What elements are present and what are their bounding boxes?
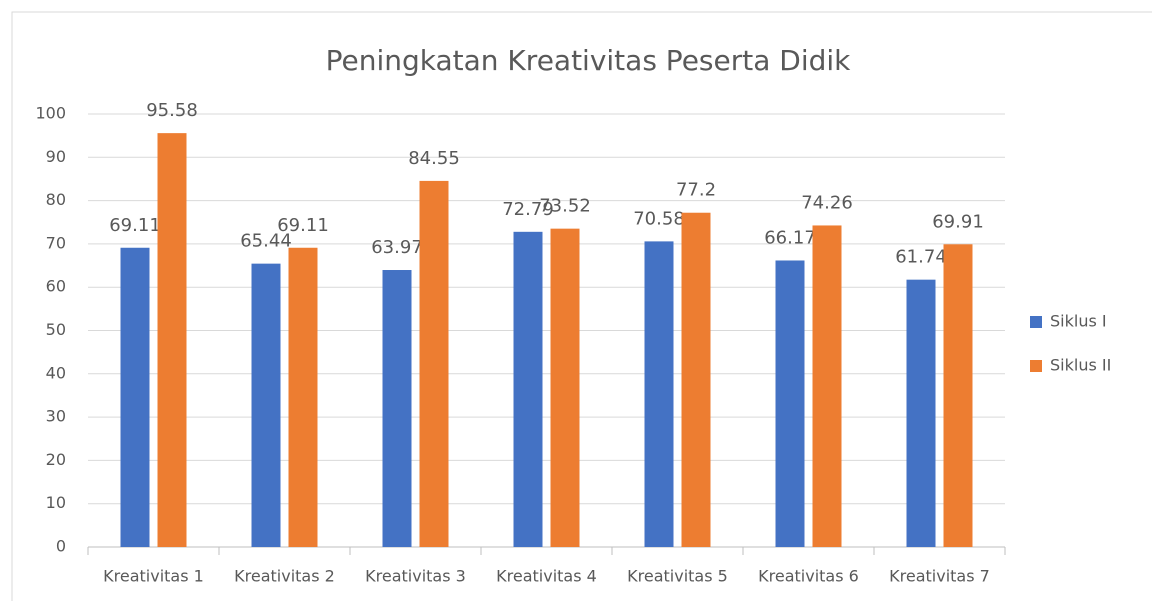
y-tick-label: 100 xyxy=(35,104,66,123)
data-label: 77.2 xyxy=(676,180,716,201)
bar xyxy=(550,228,580,548)
y-tick-label: 0 xyxy=(56,537,66,556)
legend-swatch xyxy=(1030,360,1042,372)
x-tick-label: Kreativitas 2 xyxy=(234,567,335,586)
data-label: 65.44 xyxy=(240,231,292,252)
bar xyxy=(251,263,281,547)
y-tick-label: 90 xyxy=(46,147,66,166)
y-tick-label: 40 xyxy=(46,363,66,382)
x-tick-label: Kreativitas 3 xyxy=(365,567,466,586)
bar xyxy=(943,244,973,547)
bar xyxy=(775,260,805,547)
x-tick-label: Kreativitas 1 xyxy=(103,567,204,586)
y-tick-label: 20 xyxy=(46,450,66,469)
bar xyxy=(419,180,449,547)
data-label: 69.91 xyxy=(932,211,984,232)
data-label: 74.26 xyxy=(801,192,853,213)
y-tick-label: 80 xyxy=(46,190,66,209)
data-label: 66.17 xyxy=(764,227,816,248)
data-label: 84.55 xyxy=(408,148,460,169)
data-label: 69.11 xyxy=(109,215,161,236)
bar xyxy=(906,279,936,547)
bar xyxy=(513,231,543,547)
x-tick-label: Kreativitas 5 xyxy=(627,567,728,586)
data-label: 95.58 xyxy=(146,100,198,121)
data-label: 69.11 xyxy=(277,215,329,236)
data-label: 63.97 xyxy=(371,237,423,258)
y-tick-label: 70 xyxy=(46,233,66,252)
y-tick-label: 60 xyxy=(46,277,66,296)
legend-swatch xyxy=(1030,316,1042,328)
bar xyxy=(288,247,318,547)
bar xyxy=(644,241,674,547)
bar xyxy=(157,133,187,547)
data-label: 72.79 xyxy=(502,199,554,220)
x-tick-label: Kreativitas 7 xyxy=(889,567,990,586)
y-tick-label: 50 xyxy=(46,320,66,339)
y-tick-label: 10 xyxy=(46,493,66,512)
y-tick-label: 30 xyxy=(46,407,66,426)
bar xyxy=(681,212,711,547)
x-tick-label: Kreativitas 6 xyxy=(758,567,859,586)
data-label: 70.58 xyxy=(633,208,685,229)
x-tick-label: Kreativitas 4 xyxy=(496,567,597,586)
data-label: 73.52 xyxy=(539,196,591,217)
data-label: 61.74 xyxy=(895,247,947,268)
bar xyxy=(382,270,412,547)
legend-label: Siklus II xyxy=(1050,356,1111,375)
bar xyxy=(120,247,150,547)
chart-title: Peningkatan Kreativitas Peserta Didik xyxy=(326,44,852,77)
legend-label: Siklus I xyxy=(1050,312,1107,331)
bar xyxy=(812,225,842,547)
